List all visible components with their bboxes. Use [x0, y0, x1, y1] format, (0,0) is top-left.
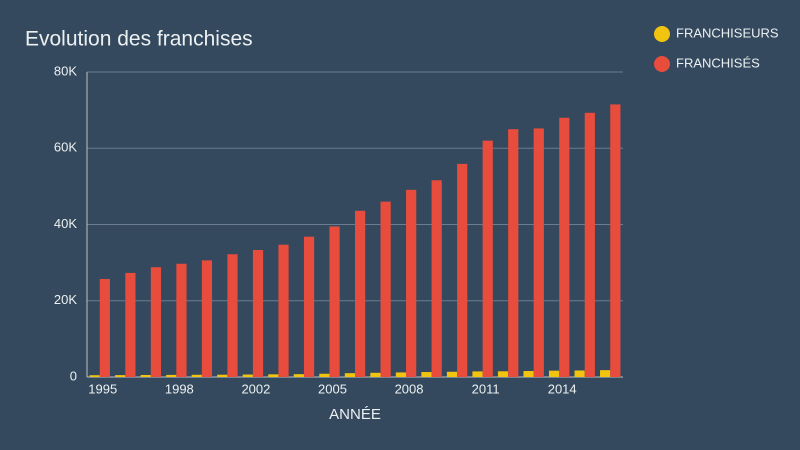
y-tick-label: 80K: [54, 63, 77, 78]
chart-title: Evolution des franchises: [25, 28, 253, 51]
bar: [574, 370, 585, 377]
bar: [293, 374, 304, 377]
bar: [421, 372, 432, 377]
bar: [278, 244, 289, 377]
bar: [227, 254, 238, 377]
bar: [329, 226, 340, 377]
bar: [191, 374, 202, 377]
x-tick-label: 2008: [395, 381, 424, 396]
bar: [395, 372, 407, 377]
bar: [472, 371, 483, 377]
bar: [523, 371, 534, 377]
x-tick-label: 1995: [88, 381, 117, 396]
bar: [508, 129, 519, 377]
bar: [242, 374, 253, 377]
bar: [610, 104, 621, 377]
legend-marker: [654, 26, 670, 42]
bar: [370, 372, 381, 377]
x-tick-label: 2014: [548, 381, 577, 396]
bar: [201, 260, 213, 377]
x-tick-label: 1998: [165, 381, 194, 396]
bar: [559, 117, 570, 377]
x-axis-title: ANNÉE: [329, 406, 381, 423]
y-tick-label: 0: [70, 368, 77, 383]
bar: [548, 370, 560, 377]
x-tick-label: 2005: [318, 381, 347, 396]
bar: [600, 370, 611, 377]
bar: [99, 279, 110, 377]
bar: [431, 180, 442, 377]
bar: [176, 263, 187, 377]
bar: [140, 374, 151, 377]
bar: [217, 374, 228, 377]
bar: [533, 128, 544, 377]
bar: [446, 371, 458, 377]
bar: [344, 373, 355, 377]
y-tick-label: 60K: [54, 140, 77, 155]
legend-label: FRANCHISEURS: [676, 25, 779, 40]
y-tick-label: 20K: [54, 292, 77, 307]
bar: [303, 236, 315, 377]
bar: [497, 371, 509, 377]
legend-marker: [654, 56, 670, 72]
x-tick-label: 2011: [472, 381, 500, 396]
bar: [115, 375, 126, 377]
bar: [355, 210, 366, 377]
bar: [319, 373, 330, 377]
bar: [89, 375, 100, 377]
x-tick-label: 2002: [241, 381, 270, 396]
bar: [150, 267, 162, 377]
bar: [166, 374, 177, 377]
y-tick-label: 40K: [54, 216, 77, 231]
legend-label: FRANCHISÉS: [676, 55, 760, 70]
bar: [406, 189, 417, 377]
bar: [268, 374, 279, 377]
bar: [380, 201, 391, 377]
bar: [482, 140, 493, 377]
bar: [457, 163, 468, 377]
bar: [125, 272, 136, 377]
bar: [252, 250, 264, 377]
bar: [584, 112, 595, 377]
